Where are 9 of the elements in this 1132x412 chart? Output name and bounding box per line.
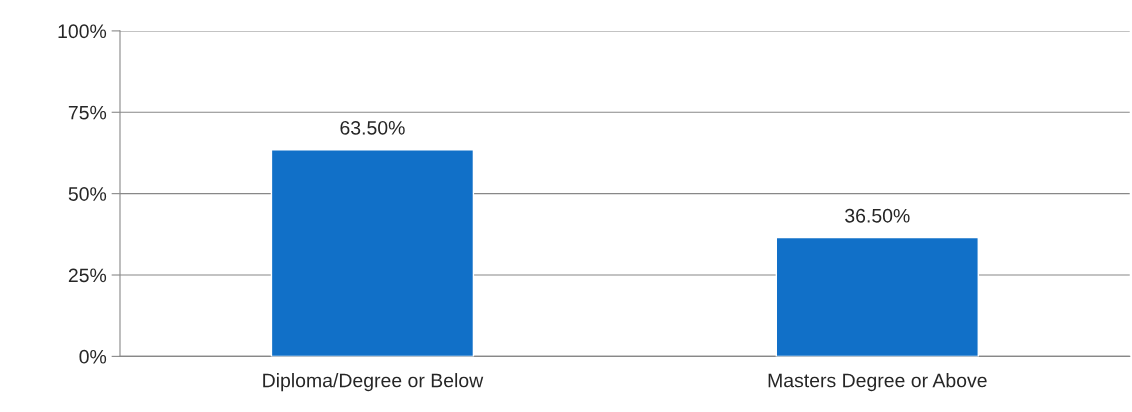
x-tick-label: Diploma/Degree or Below: [263, 373, 484, 392]
data-label: 63.50%: [340, 120, 405, 135]
x-tick-label: Masters Degree or Above: [768, 373, 987, 392]
y-tick-label: 50%: [68, 187, 107, 201]
data-label: 36.50%: [845, 208, 910, 223]
y-tick-label: 25%: [68, 268, 107, 283]
y-tick-label: 0%: [79, 349, 107, 364]
y-tick-label: 100%: [58, 24, 107, 39]
y-tick-label: 75%: [68, 105, 107, 120]
